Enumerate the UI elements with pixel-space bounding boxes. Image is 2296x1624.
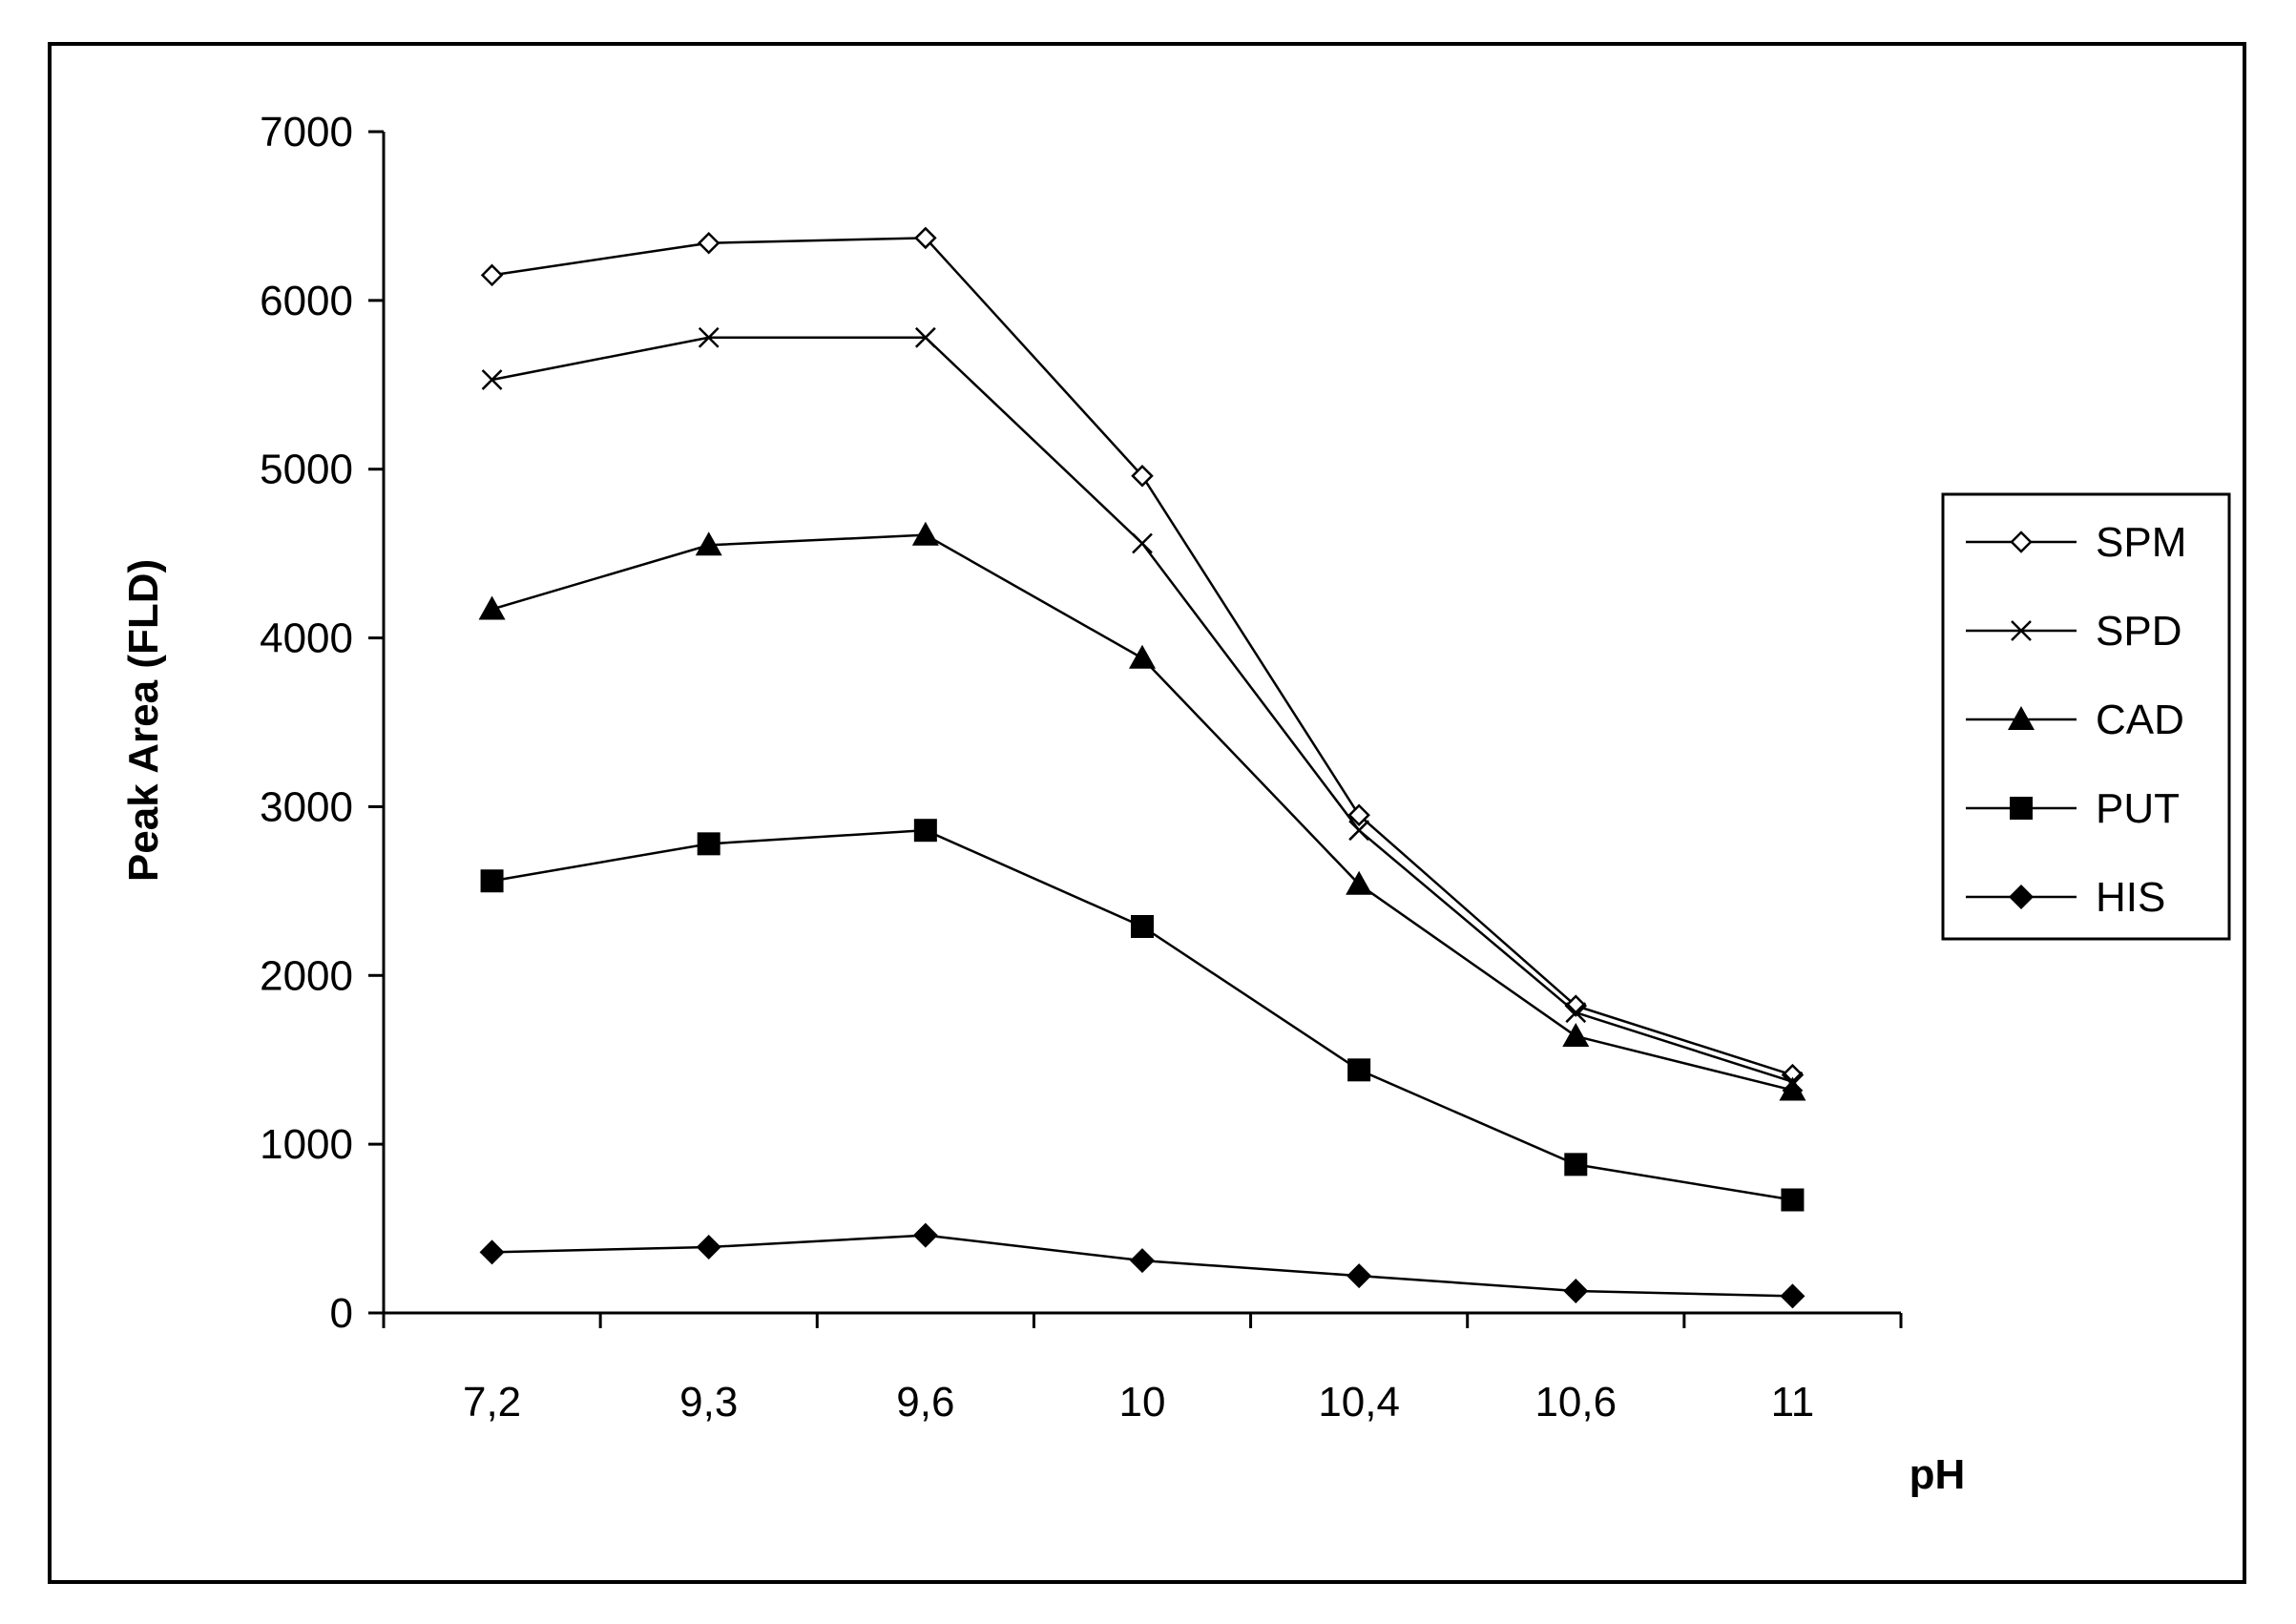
legend-box [1941, 492, 2231, 941]
data-point-put [1564, 1153, 1588, 1176]
data-point-his [479, 1239, 505, 1265]
legend-label: SPM [2096, 519, 2186, 566]
legend-item-put: PUT [1966, 785, 2180, 832]
data-point-spd [914, 326, 936, 348]
legend-item-spd: SPD [1966, 608, 2181, 655]
data-point-his [696, 1235, 721, 1260]
data-point-spm [697, 231, 720, 255]
data-point-spm [914, 226, 937, 250]
x-tick-label: 9,3 [679, 1379, 738, 1426]
data-point-cad [478, 595, 506, 620]
data-point-his [1780, 1283, 1805, 1309]
axes: 0 1000 2000 3000 4000 5000 6000 7000 7,2 9,3 9,6 10… [260, 109, 1903, 1426]
legend-label: HIS [2096, 874, 2165, 921]
y-tick-label: 7000 [260, 109, 353, 156]
data-point-cad [1346, 870, 1373, 895]
legend-marker-spd [2011, 620, 2032, 641]
data-point-cad [911, 521, 939, 546]
y-tick-label: 3000 [260, 783, 353, 830]
legend-label: SPD [2096, 608, 2181, 655]
y-tick-label: 1000 [260, 1121, 353, 1168]
legend-label: PUT [2096, 785, 2180, 832]
y-tick-label: 5000 [260, 447, 353, 493]
data-point-spd [698, 326, 720, 348]
chart-frame [48, 42, 2246, 1584]
data-point-spd [481, 369, 503, 390]
data-point-spd [1565, 1002, 1587, 1024]
x-tick-label: 7,2 [463, 1379, 521, 1426]
data-point-spm [1131, 465, 1154, 488]
legend: SPM SPD CAD PUT HIS [1941, 492, 2231, 941]
data-point-spm [1564, 994, 1588, 1017]
y-tick-label: 2000 [260, 952, 353, 999]
data-point-cad [1129, 644, 1156, 669]
data-point-his [1346, 1263, 1372, 1289]
legend-item-his: HIS [1966, 874, 2165, 921]
legend-marker-cad [2008, 706, 2035, 730]
data-point-put [913, 819, 937, 843]
y-tick-label: 0 [330, 1290, 353, 1337]
data-point-his [1130, 1248, 1155, 1274]
series-cad [478, 521, 1806, 1101]
data-point-put [480, 869, 504, 893]
legend-marker-put [2010, 797, 2033, 820]
legend-label: CAD [2096, 697, 2184, 743]
x-tick-label: 9,6 [896, 1379, 954, 1426]
data-point-his [1563, 1279, 1589, 1304]
x-tick-label: 10,6 [1534, 1379, 1617, 1426]
x-axis-title: pH [1910, 1451, 1966, 1498]
data-point-put [1131, 914, 1154, 938]
legend-item-cad: CAD [1966, 697, 2184, 743]
y-tick-label: 4000 [260, 615, 353, 662]
data-point-cad [1562, 1022, 1590, 1047]
x-tick-label: 10 [1119, 1379, 1166, 1426]
data-point-cad [1779, 1076, 1806, 1101]
data-point-put [1347, 1058, 1371, 1082]
data-point-spm [480, 263, 504, 287]
data-point-put [697, 832, 720, 856]
series-spd [481, 326, 1804, 1093]
series-layer [478, 226, 1806, 1309]
legend-marker-his [2009, 885, 2034, 909]
data-point-cad [695, 531, 722, 556]
series-put [480, 819, 1805, 1212]
data-point-his [912, 1222, 938, 1248]
x-tick-label: 11 [1771, 1379, 1815, 1426]
series-spm [480, 226, 1805, 1087]
legend-item-spm: SPM [1966, 519, 2186, 566]
legend-marker-spm [2010, 531, 2033, 553]
data-point-put [1781, 1188, 1805, 1212]
y-tick-label: 6000 [260, 278, 353, 324]
data-point-spm [1347, 803, 1370, 827]
x-tick-label: 10,4 [1318, 1379, 1400, 1426]
data-point-spd [1348, 820, 1370, 842]
y-axis-title: Peak Area (FLD) [120, 559, 167, 882]
series-his [479, 1222, 1805, 1309]
data-point-spd [1132, 532, 1153, 554]
